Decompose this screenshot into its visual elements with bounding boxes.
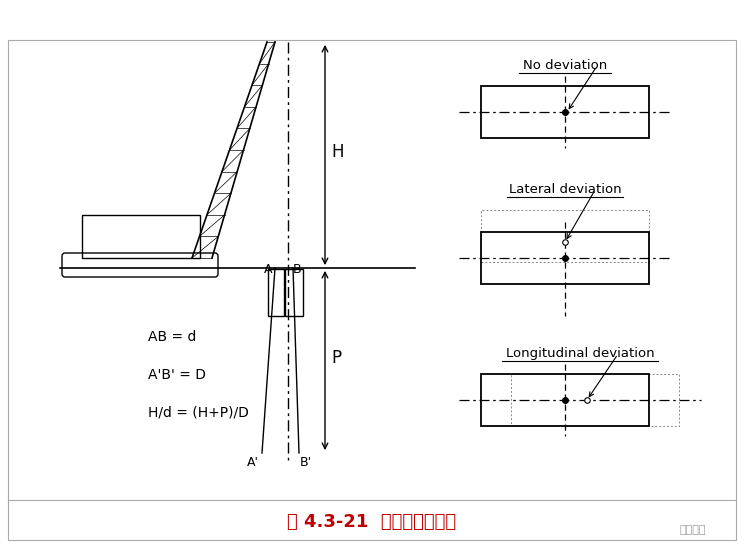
Text: 图 4.3-21  垂直度检测原理: 图 4.3-21 垂直度检测原理 xyxy=(287,513,457,531)
Text: B': B' xyxy=(300,456,312,469)
Bar xyxy=(481,374,649,426)
Bar xyxy=(268,269,284,316)
Text: AB = d: AB = d xyxy=(148,330,196,344)
Bar xyxy=(82,215,200,258)
Text: A: A xyxy=(263,263,272,276)
Bar xyxy=(285,269,303,316)
Text: P: P xyxy=(331,349,341,367)
Text: Longitudinal deviation: Longitudinal deviation xyxy=(506,347,654,360)
Bar xyxy=(511,374,679,426)
Text: H/d = (H+P)/D: H/d = (H+P)/D xyxy=(148,406,249,420)
Bar xyxy=(481,232,649,284)
Text: B: B xyxy=(293,263,301,276)
Text: No deviation: No deviation xyxy=(523,59,607,72)
Bar xyxy=(481,210,649,262)
Bar xyxy=(481,86,649,138)
Text: A': A' xyxy=(247,456,259,469)
Text: Lateral deviation: Lateral deviation xyxy=(509,183,621,196)
Text: A'B' = D: A'B' = D xyxy=(148,368,206,382)
Text: H: H xyxy=(331,143,344,161)
Text: 筑龙岩土: 筑龙岩土 xyxy=(679,525,706,535)
